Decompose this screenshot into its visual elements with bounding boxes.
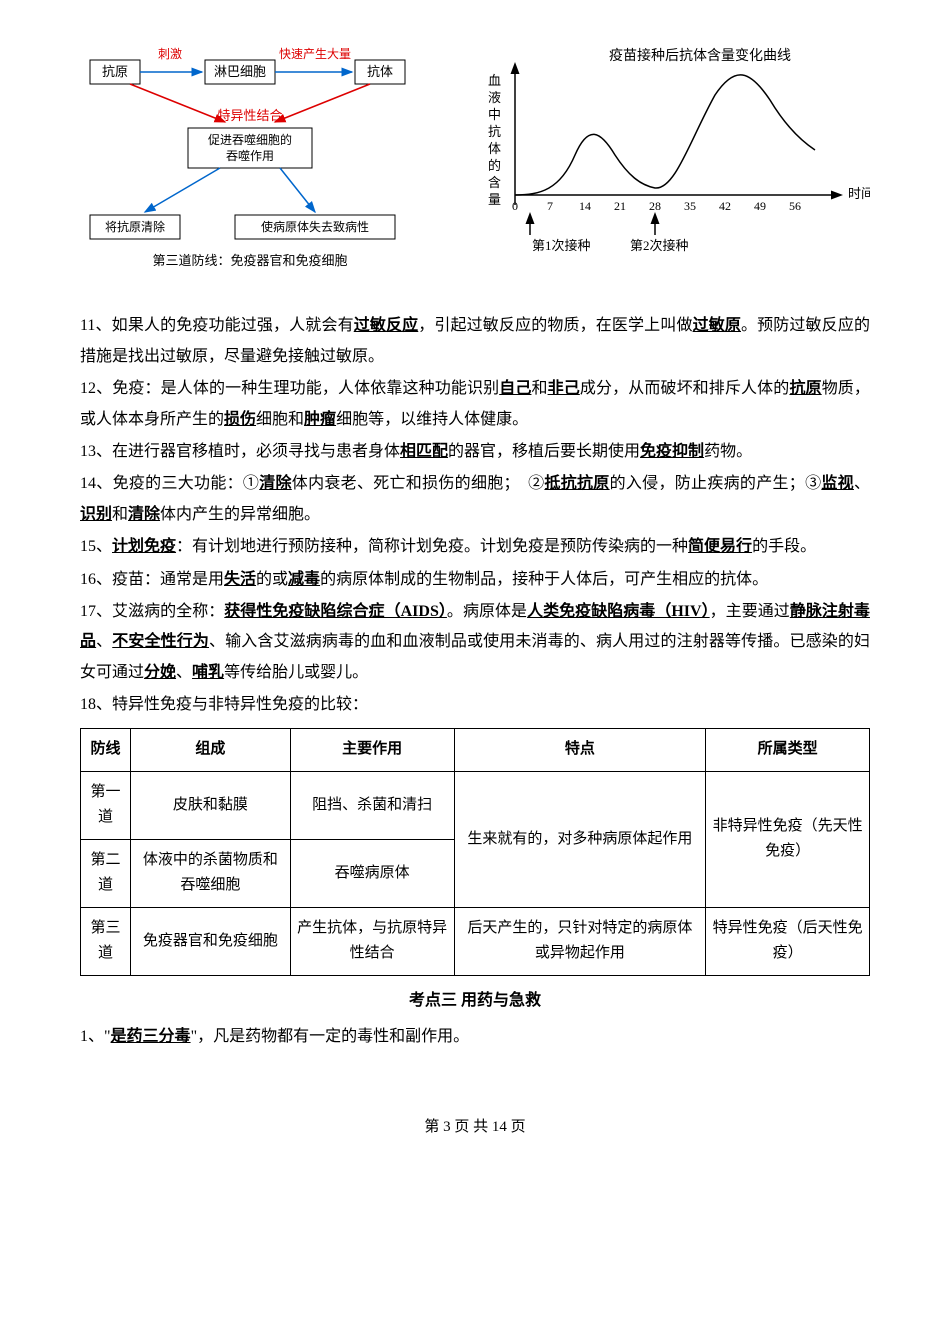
svg-text:量: 量 bbox=[488, 192, 501, 207]
chart-xlabel: 时间/d bbox=[848, 186, 870, 201]
chart-title: 疫苗接种后抗体含量变化曲线 bbox=[609, 47, 791, 64]
diagram-row: 抗原 淋巴细胞 抗体 刺激 快速产生大量 特异性结合 促进吞噬细胞的 吞噬作用 bbox=[80, 40, 870, 291]
svg-text:14: 14 bbox=[579, 199, 591, 213]
node-clear: 将抗原清除 bbox=[105, 219, 165, 234]
svg-text:7: 7 bbox=[547, 199, 553, 213]
svg-text:体: 体 bbox=[488, 141, 501, 156]
para-16: 16、疫苗：通常是用失活的或减毒的病原体制成的生物制品，接种于人体后，可产生相应… bbox=[80, 565, 870, 595]
para-18: 18、特异性免疫与非特异性免疫的比较： bbox=[80, 690, 870, 720]
para-17: 17、艾滋病的全称：获得性免疫缺陷综合症（AIDS）。病原体是人类免疫缺陷病毒（… bbox=[80, 597, 870, 688]
table-row: 第一道 皮肤和黏膜 阻挡、杀菌和清扫 生来就有的，对多种病原体起作用 非特异性免… bbox=[81, 771, 870, 839]
node-antibody: 抗体 bbox=[367, 64, 393, 79]
page-footer: 第 3 页 共 14 页 bbox=[80, 1113, 870, 1142]
para-12: 12、免疫：是人体的一种生理功能，人体依靠这种功能识别自己和非己成分，从而破坏和… bbox=[80, 374, 870, 435]
svg-text:35: 35 bbox=[684, 199, 696, 213]
para-13: 13、在进行器官移植时，必须寻找与患者身体相匹配的器官，移植后要长期使用免疫抑制… bbox=[80, 437, 870, 467]
svg-text:0: 0 bbox=[512, 199, 518, 213]
flowchart-title: 第三道防线：免疫器官和免疫细胞 bbox=[152, 253, 347, 268]
svg-text:血: 血 bbox=[488, 73, 501, 88]
svg-text:49: 49 bbox=[754, 199, 766, 213]
chart-first-mark: 第1次接种 bbox=[532, 238, 591, 253]
antibody-chart: 疫苗接种后抗体含量变化曲线 血 液 中 抗 体 的 含 量 时间/d 0 7 1… bbox=[470, 40, 870, 281]
svg-text:21: 21 bbox=[614, 199, 626, 213]
svg-text:的: 的 bbox=[488, 158, 501, 173]
node-disable: 使病原体失去致病性 bbox=[261, 219, 369, 234]
flowchart-diagram: 抗原 淋巴细胞 抗体 刺激 快速产生大量 特异性结合 促进吞噬细胞的 吞噬作用 bbox=[80, 40, 450, 291]
svg-text:中: 中 bbox=[488, 107, 501, 122]
para-11: 11、如果人的免疫功能过强，人就会有过敏反应，引起过敏反应的物质，在医学上叫做过… bbox=[80, 311, 870, 372]
svg-text:促进吞噬细胞的: 促进吞噬细胞的 bbox=[208, 132, 292, 147]
para-14: 14、免疫的三大功能：①清除体内衰老、死亡和损伤的细胞； ②抵抗抗原的入侵，防止… bbox=[80, 469, 870, 530]
svg-text:28: 28 bbox=[649, 199, 661, 213]
node-lymph: 淋巴细胞 bbox=[214, 64, 266, 79]
svg-text:吞噬作用: 吞噬作用 bbox=[226, 148, 274, 163]
node-antigen: 抗原 bbox=[102, 64, 128, 79]
svg-text:液: 液 bbox=[488, 90, 501, 105]
section3-p1: 1、"是药三分毒"，凡是药物都有一定的毒性和副作用。 bbox=[80, 1022, 870, 1052]
label-stimulate: 刺激 bbox=[158, 47, 182, 61]
comparison-table: 防线 组成 主要作用 特点 所属类型 第一道 皮肤和黏膜 阻挡、杀菌和清扫 生来… bbox=[80, 728, 870, 976]
svg-text:抗: 抗 bbox=[488, 124, 501, 139]
label-produce: 快速产生大量 bbox=[279, 47, 351, 61]
svg-text:56: 56 bbox=[789, 199, 801, 213]
para-15: 15、计划免疫：有计划地进行预防接种，简称计划免疫。计划免疫是预防传染病的一种简… bbox=[80, 532, 870, 562]
chart-second-mark: 第2次接种 bbox=[630, 238, 689, 253]
table-row: 第三道 免疫器官和免疫细胞 产生抗体，与抗原特异性结合 后天产生的，只针对特定的… bbox=[81, 907, 870, 975]
svg-text:含: 含 bbox=[488, 175, 501, 190]
svg-text:42: 42 bbox=[719, 199, 731, 213]
section3-title: 考点三 用药与急救 bbox=[80, 986, 870, 1016]
label-specific: 特异性结合 bbox=[217, 108, 282, 123]
table-header-row: 防线 组成 主要作用 特点 所属类型 bbox=[81, 729, 870, 772]
